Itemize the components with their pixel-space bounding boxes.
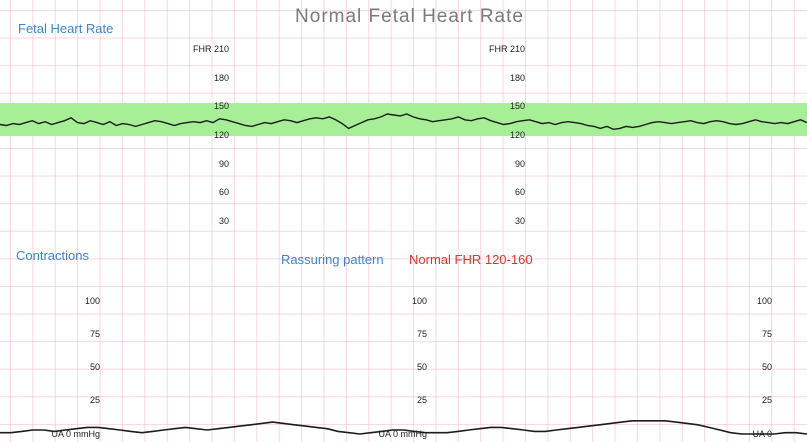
ua-tick-label: 25 (416, 395, 427, 405)
fhr-panel-label: Fetal Heart Rate (18, 21, 114, 36)
ua-tick-label: 50 (416, 362, 427, 372)
fhr-tick-label: 90 (218, 158, 229, 169)
fhr-trace-line (0, 113, 807, 131)
fhr-tick-label: 60 (514, 187, 525, 198)
ua-tick-label: 100 (84, 296, 100, 306)
normal-range-band (0, 102, 807, 136)
fhr-tick-label: FHR 210 (192, 44, 229, 54)
reassuring-pattern-label: Rassuring pattern (281, 252, 384, 267)
fhr-tick-label: 120 (213, 130, 229, 140)
fhr-tick-label: 180 (213, 72, 229, 83)
fhr-tick-label: 30 (514, 216, 525, 226)
fhr-tick-label: 150 (509, 101, 525, 112)
ua-tick-label: 25 (761, 395, 772, 405)
fhr-tick-label: FHR 210 (488, 44, 525, 54)
contractions-panel-label: Contractions (16, 248, 89, 263)
fhr-tick-label: 90 (514, 158, 525, 169)
ua-tick-label: 100 (756, 296, 772, 306)
fhr-tick-label: 60 (218, 187, 229, 198)
ua-tick-label: UA 0 mmHg (51, 429, 100, 439)
ua-tick-label: UA 0 mmHg (378, 429, 427, 439)
ua-tick-label: 75 (761, 329, 772, 339)
page-title: Normal Fetal Heart Rate (295, 6, 524, 27)
fhr-tick-label: 150 (213, 101, 229, 112)
ua-tick-label: 100 (411, 296, 427, 306)
fhr-tick-label: 30 (218, 216, 229, 226)
ua-tick-label: 25 (89, 395, 100, 405)
fhr-tick-label: 120 (509, 130, 525, 140)
ua-tick-label: 75 (89, 329, 100, 339)
ua-tick-label: 50 (761, 362, 772, 372)
ua-trace-line (0, 420, 807, 435)
ua-tick-label: 50 (89, 362, 100, 372)
fhr-tick-label: 180 (509, 72, 525, 83)
ua-tick-label: 75 (416, 329, 427, 339)
normal-range-label: Normal FHR 120-160 (409, 252, 533, 267)
